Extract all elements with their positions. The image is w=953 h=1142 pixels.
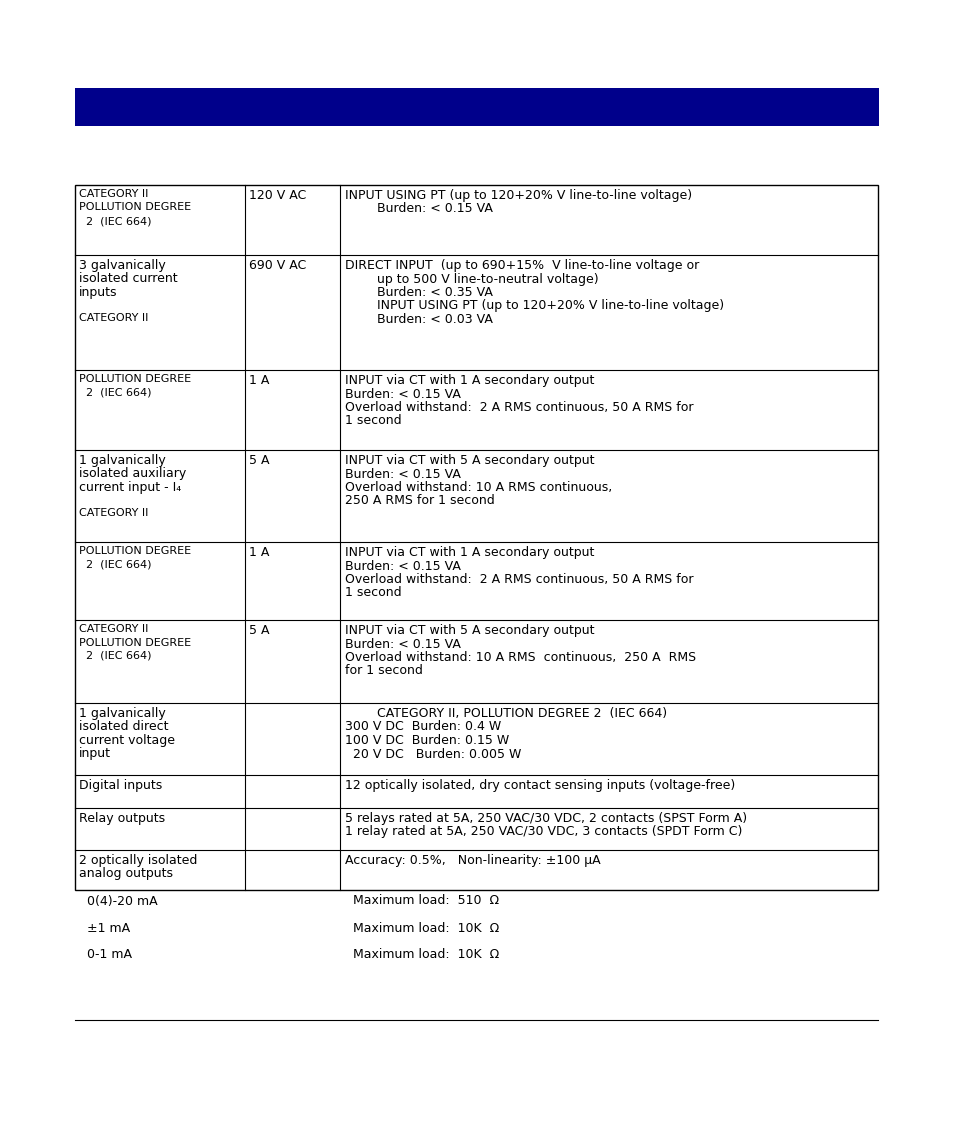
Text: 100 V DC  Burden: 0.15 W: 100 V DC Burden: 0.15 W xyxy=(345,734,509,747)
Text: 2  (IEC 664): 2 (IEC 664) xyxy=(79,651,152,661)
Text: INPUT via CT with 1 A secondary output: INPUT via CT with 1 A secondary output xyxy=(345,546,594,558)
Text: 12 optically isolated, dry contact sensing inputs (voltage-free): 12 optically isolated, dry contact sensi… xyxy=(345,779,735,793)
Text: 2  (IEC 664): 2 (IEC 664) xyxy=(79,216,152,226)
Text: Burden: < 0.03 VA: Burden: < 0.03 VA xyxy=(345,313,493,325)
Text: Burden: < 0.15 VA: Burden: < 0.15 VA xyxy=(345,387,460,401)
Text: for 1 second: for 1 second xyxy=(345,665,422,677)
Text: 1 second: 1 second xyxy=(345,415,401,427)
Text: Digital inputs: Digital inputs xyxy=(79,779,162,793)
Text: POLLUTION DEGREE: POLLUTION DEGREE xyxy=(79,546,191,556)
Text: 20 V DC   Burden: 0.005 W: 20 V DC Burden: 0.005 W xyxy=(345,748,521,761)
Text: INPUT via CT with 5 A secondary output: INPUT via CT with 5 A secondary output xyxy=(345,455,594,467)
Text: INPUT via CT with 1 A secondary output: INPUT via CT with 1 A secondary output xyxy=(345,373,594,387)
Text: 2 optically isolated: 2 optically isolated xyxy=(79,854,197,867)
Text: 1 A: 1 A xyxy=(249,373,269,387)
Text: isolated current: isolated current xyxy=(79,273,177,286)
Text: POLLUTION DEGREE: POLLUTION DEGREE xyxy=(79,637,191,648)
Text: Maximum load:  510  Ω: Maximum load: 510 Ω xyxy=(345,894,498,908)
Text: 1 galvanically: 1 galvanically xyxy=(79,455,166,467)
Text: current input - I₄: current input - I₄ xyxy=(79,481,181,494)
Text: INPUT USING PT (up to 120+20% V line-to-line voltage): INPUT USING PT (up to 120+20% V line-to-… xyxy=(345,188,691,202)
Text: 2  (IEC 664): 2 (IEC 664) xyxy=(79,560,152,570)
Text: inputs: inputs xyxy=(79,286,117,299)
Text: current voltage: current voltage xyxy=(79,734,174,747)
Bar xyxy=(75,185,877,890)
Text: CATEGORY II: CATEGORY II xyxy=(79,624,149,634)
Text: ±1 mA: ±1 mA xyxy=(79,922,130,934)
Text: 690 V AC: 690 V AC xyxy=(249,259,306,272)
Text: 5 relays rated at 5A, 250 VAC/30 VDC, 2 contacts (SPST Form A): 5 relays rated at 5A, 250 VAC/30 VDC, 2 … xyxy=(345,812,746,825)
Text: INPUT via CT with 5 A secondary output: INPUT via CT with 5 A secondary output xyxy=(345,624,594,637)
Text: 250 A RMS for 1 second: 250 A RMS for 1 second xyxy=(345,494,495,507)
Text: 120 V AC: 120 V AC xyxy=(249,188,306,202)
Text: Accuracy: 0.5%,   Non-linearity: ±100 μA: Accuracy: 0.5%, Non-linearity: ±100 μA xyxy=(345,854,600,867)
Text: 2  (IEC 664): 2 (IEC 664) xyxy=(79,387,152,397)
Text: 0-1 mA: 0-1 mA xyxy=(79,949,132,962)
Text: CATEGORY II: CATEGORY II xyxy=(79,508,149,518)
Text: input: input xyxy=(79,748,111,761)
Text: Overload withstand: 10 A RMS continuous,: Overload withstand: 10 A RMS continuous, xyxy=(345,481,612,494)
Text: isolated auxiliary: isolated auxiliary xyxy=(79,467,186,481)
Text: up to 500 V line-to-neutral voltage): up to 500 V line-to-neutral voltage) xyxy=(345,273,598,286)
Text: CATEGORY II: CATEGORY II xyxy=(79,188,149,199)
Text: isolated direct: isolated direct xyxy=(79,721,169,733)
Text: 3 galvanically: 3 galvanically xyxy=(79,259,166,272)
Text: Burden: < 0.15 VA: Burden: < 0.15 VA xyxy=(345,637,460,651)
Text: CATEGORY II, POLLUTION DEGREE 2  (IEC 664): CATEGORY II, POLLUTION DEGREE 2 (IEC 664… xyxy=(345,707,666,719)
Text: 1 second: 1 second xyxy=(345,587,401,600)
Text: 1 relay rated at 5A, 250 VAC/30 VDC, 3 contacts (SPDT Form C): 1 relay rated at 5A, 250 VAC/30 VDC, 3 c… xyxy=(345,826,741,838)
Text: Burden: < 0.15 VA: Burden: < 0.15 VA xyxy=(345,202,493,216)
Text: Overload withstand:  2 A RMS continuous, 50 A RMS for: Overload withstand: 2 A RMS continuous, … xyxy=(345,401,693,415)
Text: Burden: < 0.35 VA: Burden: < 0.35 VA xyxy=(345,286,493,299)
Text: 1 A: 1 A xyxy=(249,546,269,558)
Text: 5 A: 5 A xyxy=(249,624,269,637)
Text: DIRECT INPUT  (up to 690+15%  V line-to-line voltage or: DIRECT INPUT (up to 690+15% V line-to-li… xyxy=(345,259,699,272)
Text: 5 A: 5 A xyxy=(249,455,269,467)
Text: 1 galvanically: 1 galvanically xyxy=(79,707,166,719)
Bar xyxy=(75,88,878,126)
Text: Overload withstand: 10 A RMS  continuous,  250 A  RMS: Overload withstand: 10 A RMS continuous,… xyxy=(345,651,696,664)
Text: Burden: < 0.15 VA: Burden: < 0.15 VA xyxy=(345,467,460,481)
Text: 0(4)-20 mA: 0(4)-20 mA xyxy=(79,894,157,908)
Text: INPUT USING PT (up to 120+20% V line-to-line voltage): INPUT USING PT (up to 120+20% V line-to-… xyxy=(345,299,723,313)
Text: analog outputs: analog outputs xyxy=(79,868,172,880)
Text: 300 V DC  Burden: 0.4 W: 300 V DC Burden: 0.4 W xyxy=(345,721,500,733)
Text: Maximum load:  10K  Ω: Maximum load: 10K Ω xyxy=(345,949,498,962)
Text: POLLUTION DEGREE: POLLUTION DEGREE xyxy=(79,373,191,384)
Text: POLLUTION DEGREE: POLLUTION DEGREE xyxy=(79,202,191,212)
Text: Overload withstand:  2 A RMS continuous, 50 A RMS for: Overload withstand: 2 A RMS continuous, … xyxy=(345,573,693,586)
Text: Burden: < 0.15 VA: Burden: < 0.15 VA xyxy=(345,560,460,572)
Text: CATEGORY II: CATEGORY II xyxy=(79,313,149,323)
Text: Relay outputs: Relay outputs xyxy=(79,812,165,825)
Text: Maximum load:  10K  Ω: Maximum load: 10K Ω xyxy=(345,922,498,934)
